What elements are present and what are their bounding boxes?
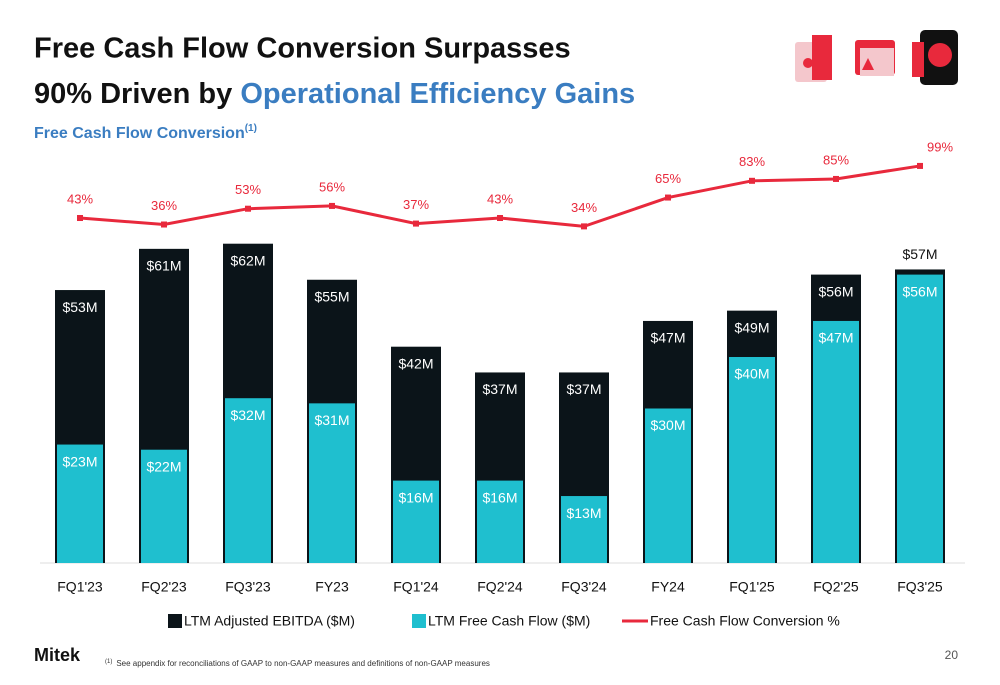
x-tick-label: FQ1'24 — [393, 579, 439, 595]
data-label: $49M — [734, 319, 769, 335]
line-point — [77, 215, 83, 222]
bar — [57, 444, 103, 563]
footnote-marker: (1) — [105, 659, 112, 665]
icon — [912, 42, 924, 77]
icon — [803, 58, 813, 68]
data-label: 85% — [823, 152, 849, 167]
icon — [812, 35, 832, 80]
title-plain: 90% Driven by — [34, 78, 232, 110]
data-label: 99% — [927, 139, 953, 154]
data-label: $37M — [482, 381, 517, 397]
footnote-text: See appendix for reconciliations of GAAP… — [116, 659, 490, 668]
x-tick-label: FQ2'23 — [141, 579, 187, 595]
x-tick-label: FY24 — [651, 579, 685, 595]
data-label: 53% — [235, 182, 261, 197]
data-label: 37% — [403, 197, 429, 212]
data-label: $32M — [230, 407, 265, 423]
title: Free Cash Flow Conversion Surpasses — [34, 33, 571, 65]
line-point — [161, 221, 167, 228]
bar — [561, 496, 607, 563]
bar — [729, 357, 775, 563]
bar — [477, 480, 523, 563]
line-point — [749, 177, 755, 184]
data-label: 34% — [571, 200, 597, 215]
icon — [928, 43, 952, 67]
legend-label: LTM Adjusted EBITDA ($M) — [184, 613, 355, 629]
legend-label: Free Cash Flow Conversion % — [650, 613, 840, 629]
bar — [309, 403, 355, 563]
data-label: $47M — [650, 330, 685, 346]
data-label: $30M — [650, 417, 685, 433]
data-label: $61M — [146, 258, 181, 274]
data-label: $40M — [734, 366, 769, 382]
x-tick-label: FQ3'23 — [225, 579, 271, 595]
data-label: $16M — [398, 489, 433, 505]
data-label: $16M — [482, 489, 517, 505]
subtitle: Free Cash Flow Conversion(1) — [34, 123, 257, 143]
subtitle-text: Free Cash Flow Conversion — [34, 125, 245, 142]
icon — [862, 58, 874, 70]
legend-swatch — [168, 614, 182, 628]
line-point — [413, 220, 419, 227]
data-label: 43% — [67, 191, 93, 206]
page-number: 20 — [945, 648, 959, 662]
data-label: $13M — [566, 505, 601, 521]
footnote: (1) See appendix for reconciliations of G… — [105, 659, 490, 669]
legend-label: LTM Free Cash Flow ($M) — [428, 613, 590, 629]
x-tick-label: FY23 — [315, 579, 349, 595]
data-label: $22M — [146, 458, 181, 474]
data-label: 36% — [151, 198, 177, 213]
data-label: $56M — [902, 283, 937, 299]
bar — [393, 480, 439, 563]
data-label: $37M — [566, 381, 601, 397]
bar — [225, 398, 271, 563]
data-label: $23M — [62, 453, 97, 469]
x-tick-label: FQ1'25 — [729, 579, 775, 595]
line-point — [581, 223, 587, 230]
data-label: $55M — [314, 288, 349, 304]
bar — [897, 274, 943, 563]
data-label: $42M — [398, 355, 433, 371]
data-label: $53M — [62, 299, 97, 315]
data-label: $56M — [818, 283, 853, 299]
data-label: $47M — [818, 330, 853, 346]
line-point — [497, 215, 503, 222]
icons — [795, 30, 958, 85]
bar — [141, 449, 187, 563]
data-label: 56% — [319, 179, 345, 194]
data-label: 43% — [487, 191, 513, 206]
line-point — [245, 205, 251, 212]
x-tick-label: FQ2'24 — [477, 579, 523, 595]
line-point — [329, 202, 335, 209]
bar — [813, 320, 859, 563]
line-point — [917, 162, 923, 169]
line-point — [665, 194, 671, 201]
data-label: $31M — [314, 412, 349, 428]
title: 90% Driven by Operational Efficiency Gai… — [34, 78, 635, 110]
subtitle-marker: (1) — [245, 123, 257, 134]
legend-swatch — [412, 614, 426, 628]
bar — [645, 408, 691, 563]
title-highlight: Operational Efficiency Gains — [240, 78, 635, 110]
x-tick-label: FQ2'25 — [813, 579, 859, 595]
legend: LTM Adjusted EBITDA ($M) LTM Free Cash Fl… — [168, 613, 840, 629]
icon — [860, 48, 894, 76]
x-tick-label: FQ1'23 — [57, 579, 103, 595]
brand-logo: Mitek — [34, 645, 81, 665]
data-label: 65% — [655, 171, 681, 186]
data-label: $57M — [902, 246, 937, 262]
data-label: 83% — [739, 154, 765, 169]
x-tick-label: FQ3'24 — [561, 579, 607, 595]
chart: FQ1'23 FQ2'23 FQ3'23 FY23 FQ1'24 FQ2'24 FQ3'24… — [55, 139, 953, 595]
x-tick-label: FQ3'25 — [897, 579, 943, 595]
data-label: $62M — [230, 252, 265, 268]
line-point — [833, 175, 839, 182]
